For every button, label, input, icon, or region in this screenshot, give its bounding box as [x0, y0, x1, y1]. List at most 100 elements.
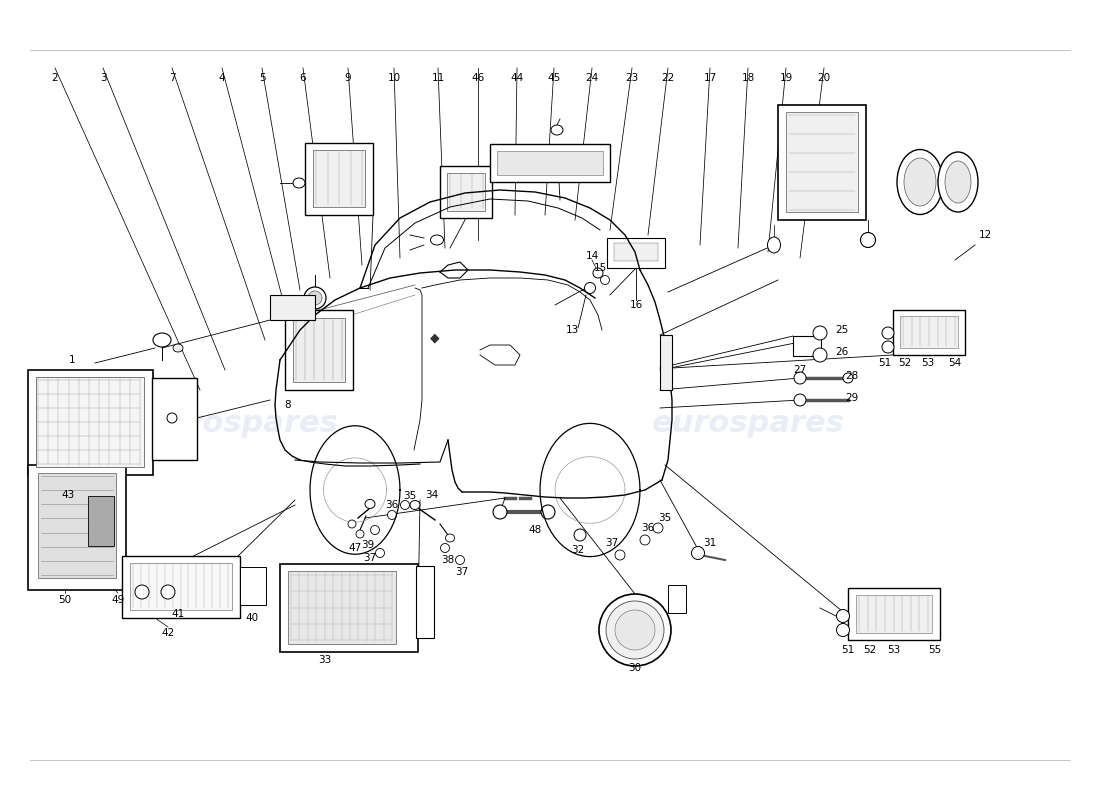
FancyBboxPatch shape [88, 496, 114, 546]
FancyBboxPatch shape [440, 166, 492, 218]
Text: 13: 13 [565, 325, 579, 335]
Ellipse shape [308, 291, 322, 305]
Text: 1: 1 [68, 355, 75, 365]
Ellipse shape [813, 326, 827, 340]
Text: 22: 22 [661, 73, 674, 83]
Text: ◆: ◆ [430, 331, 440, 345]
Ellipse shape [551, 125, 563, 135]
Text: 28: 28 [846, 371, 859, 381]
FancyBboxPatch shape [280, 564, 418, 652]
Ellipse shape [593, 268, 603, 278]
FancyBboxPatch shape [848, 588, 940, 640]
Ellipse shape [387, 510, 396, 519]
FancyBboxPatch shape [39, 473, 116, 578]
Ellipse shape [541, 505, 556, 519]
Ellipse shape [584, 282, 595, 294]
Text: 18: 18 [741, 73, 755, 83]
Text: 34: 34 [426, 490, 439, 500]
Text: 38: 38 [441, 555, 454, 565]
Ellipse shape [356, 530, 364, 538]
FancyBboxPatch shape [607, 238, 666, 268]
FancyBboxPatch shape [668, 585, 686, 613]
Ellipse shape [794, 372, 806, 384]
Text: 48: 48 [528, 525, 541, 535]
FancyBboxPatch shape [28, 370, 153, 475]
Text: 51: 51 [879, 358, 892, 368]
Text: 44: 44 [510, 73, 524, 83]
Ellipse shape [615, 610, 654, 650]
Text: 23: 23 [626, 73, 639, 83]
FancyBboxPatch shape [614, 243, 658, 261]
Text: 40: 40 [245, 613, 258, 623]
Ellipse shape [161, 585, 175, 599]
FancyBboxPatch shape [893, 310, 965, 355]
FancyBboxPatch shape [447, 173, 485, 211]
Text: 45: 45 [548, 73, 561, 83]
Ellipse shape [440, 543, 450, 553]
Text: 54: 54 [948, 358, 961, 368]
Text: 8: 8 [285, 400, 292, 410]
Text: 36: 36 [385, 500, 398, 510]
Text: 2: 2 [52, 73, 58, 83]
Ellipse shape [945, 161, 971, 203]
Ellipse shape [167, 413, 177, 423]
Ellipse shape [135, 585, 149, 599]
Text: 53: 53 [922, 358, 935, 368]
Ellipse shape [348, 520, 356, 528]
Text: eurospares: eurospares [651, 410, 845, 438]
Ellipse shape [371, 526, 380, 534]
Text: 29: 29 [846, 393, 859, 403]
Text: 36: 36 [641, 523, 654, 533]
Ellipse shape [813, 348, 827, 362]
FancyBboxPatch shape [314, 150, 365, 207]
FancyBboxPatch shape [28, 465, 126, 590]
Text: 9: 9 [344, 73, 351, 83]
FancyBboxPatch shape [497, 151, 603, 175]
Ellipse shape [173, 344, 183, 352]
Ellipse shape [896, 150, 943, 214]
FancyBboxPatch shape [288, 571, 396, 644]
FancyBboxPatch shape [122, 556, 240, 618]
Text: 51: 51 [842, 645, 855, 655]
FancyBboxPatch shape [490, 144, 610, 182]
Text: 41: 41 [172, 609, 185, 619]
Text: 55: 55 [928, 645, 942, 655]
Ellipse shape [153, 333, 170, 347]
Ellipse shape [640, 535, 650, 545]
Text: 31: 31 [703, 538, 716, 548]
Text: 49: 49 [111, 595, 124, 605]
Ellipse shape [430, 235, 443, 245]
Text: 17: 17 [703, 73, 716, 83]
FancyBboxPatch shape [152, 378, 197, 460]
Text: 7: 7 [168, 73, 175, 83]
Ellipse shape [601, 275, 609, 285]
Text: 52: 52 [899, 358, 912, 368]
Ellipse shape [446, 534, 454, 542]
Ellipse shape [365, 499, 375, 509]
Text: 39: 39 [362, 540, 375, 550]
Ellipse shape [882, 341, 894, 353]
Text: 19: 19 [780, 73, 793, 83]
Text: 12: 12 [978, 230, 991, 240]
Ellipse shape [410, 501, 420, 510]
FancyBboxPatch shape [416, 566, 434, 638]
Ellipse shape [794, 394, 806, 406]
Text: 15: 15 [593, 263, 606, 273]
Text: 42: 42 [162, 628, 175, 638]
FancyBboxPatch shape [856, 595, 932, 633]
Text: 20: 20 [817, 73, 830, 83]
Text: 24: 24 [585, 73, 598, 83]
FancyBboxPatch shape [130, 563, 232, 610]
Ellipse shape [768, 237, 781, 253]
Ellipse shape [904, 158, 936, 206]
Text: 30: 30 [628, 663, 641, 673]
Text: eurospares: eurospares [145, 410, 339, 438]
FancyBboxPatch shape [293, 318, 345, 382]
Ellipse shape [293, 178, 305, 188]
FancyBboxPatch shape [240, 567, 266, 605]
Ellipse shape [304, 287, 326, 309]
Text: 37: 37 [455, 567, 469, 577]
FancyBboxPatch shape [778, 105, 866, 220]
Ellipse shape [574, 529, 586, 541]
Ellipse shape [938, 152, 978, 212]
